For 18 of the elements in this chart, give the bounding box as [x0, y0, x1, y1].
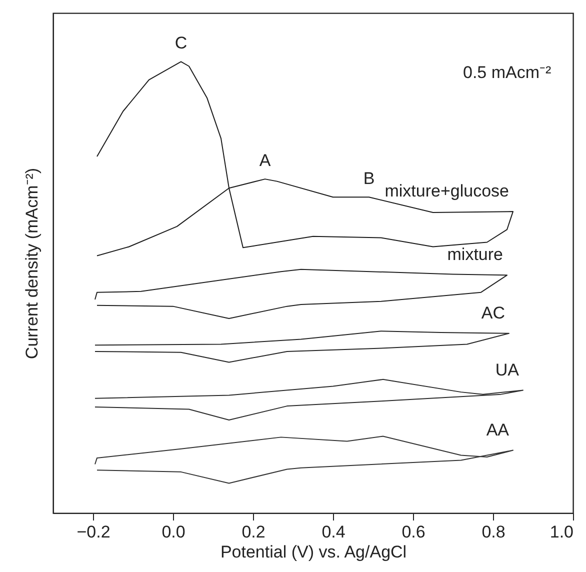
x-tick-label: 0.2 — [242, 522, 266, 542]
series-label: UA — [495, 360, 520, 380]
series-label: mixture — [447, 245, 503, 264]
x-tick-label: −0.2 — [76, 522, 110, 542]
annotation: A — [259, 151, 272, 170]
x-tick-label: 0.6 — [402, 522, 426, 542]
x-tick-label: 0.4 — [322, 522, 346, 542]
annotation: C — [174, 34, 188, 53]
series-label: AA — [486, 420, 510, 440]
x-axis-title: Potential (V) vs. Ag/AgCl — [220, 542, 407, 562]
annotation: B — [363, 169, 375, 188]
y-axis-title: Current density (mAcm⁻²) — [22, 168, 42, 360]
x-tick-label: 0.8 — [482, 522, 506, 542]
annotation: 0.5 mAcm⁻² — [463, 63, 552, 82]
x-tick-label: 1.0 — [550, 522, 574, 542]
x-tick-label: 0.0 — [162, 522, 186, 542]
series-label: AC — [481, 303, 505, 322]
series-label: mixture+glucose — [384, 182, 509, 201]
